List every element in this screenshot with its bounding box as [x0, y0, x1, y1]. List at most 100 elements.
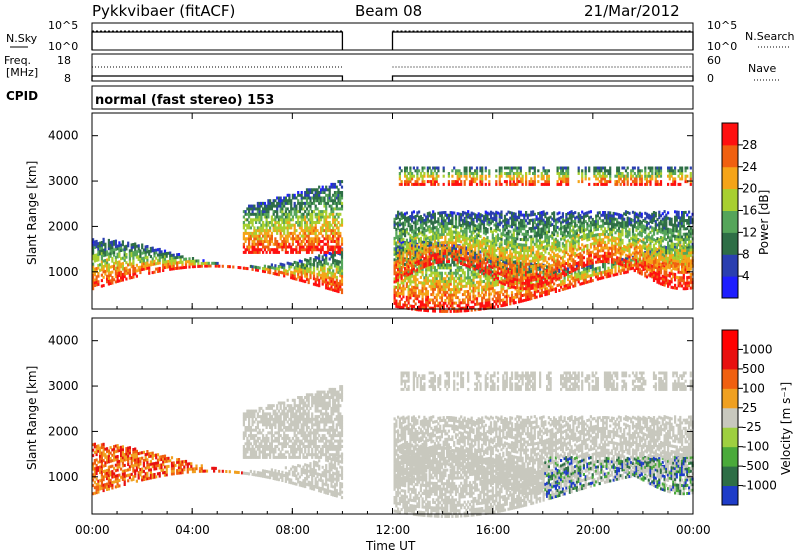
heatmap-cell	[477, 280, 480, 284]
heatmap-cell	[144, 264, 147, 268]
heatmap-cell	[453, 301, 456, 305]
heatmap-cell	[123, 269, 126, 273]
heatmap-cell	[540, 281, 543, 285]
heatmap-cell	[507, 273, 510, 277]
heatmap-cell	[337, 221, 340, 224]
heatmap-cell	[496, 261, 500, 265]
heatmap-cell	[318, 221, 321, 224]
heatmap-cell	[535, 266, 538, 270]
heatmap-cell	[409, 215, 412, 218]
heatmap-cell	[519, 281, 522, 285]
heatmap-cell	[491, 244, 494, 248]
heatmap-cell	[283, 271, 286, 275]
heatmap-cell	[309, 218, 312, 222]
heatmap-cell	[502, 254, 505, 258]
heatmap-cell	[514, 220, 517, 224]
heatmap-cell	[500, 262, 503, 266]
heatmap-cell	[333, 196, 337, 200]
heatmap-cell	[510, 255, 514, 259]
heatmap-cell	[477, 256, 480, 260]
heatmap-cell	[162, 266, 165, 270]
heatmap-cell	[414, 302, 417, 306]
heatmap-cell	[414, 234, 417, 237]
heatmap-cell	[276, 207, 279, 211]
heatmap-cell	[142, 251, 145, 255]
heatmap-cell	[432, 298, 435, 302]
heatmap-cell	[432, 223, 435, 227]
heatmap-cell	[421, 219, 424, 223]
heatmap-cell	[335, 275, 338, 279]
heatmap-cell	[270, 263, 273, 267]
heatmap-cell	[132, 264, 135, 268]
heatmap-cell	[507, 243, 510, 247]
heatmap-cell	[397, 250, 400, 254]
heatmap-cell	[221, 264, 224, 268]
heatmap-cell	[474, 180, 477, 184]
heatmap-cell	[446, 247, 449, 251]
heatmap-cell	[546, 211, 549, 215]
heatmap-cell	[430, 221, 433, 225]
heatmap-cell	[293, 201, 296, 205]
heatmap-cell	[498, 215, 501, 219]
heatmap-cell	[416, 257, 419, 261]
heatmap-cell	[263, 204, 266, 208]
heatmap-cell	[472, 228, 475, 232]
heatmap-cell	[330, 279, 333, 283]
heatmap-cell	[463, 230, 466, 234]
heatmap-cell	[458, 268, 461, 272]
heatmap-cell	[526, 298, 529, 301]
heatmap-cell	[546, 260, 549, 264]
heatmap-cell	[158, 266, 161, 270]
heatmap-cell	[505, 262, 508, 266]
heatmap-cell	[253, 237, 256, 241]
heatmap-cell	[509, 260, 512, 264]
heatmap-cell	[251, 267, 254, 271]
heatmap-cell	[472, 278, 475, 282]
heatmap-cell	[437, 288, 440, 291]
heatmap-cell	[495, 270, 498, 274]
heatmap-cell	[491, 263, 494, 267]
heatmap-cell	[409, 277, 412, 281]
heatmap-cell	[430, 182, 433, 186]
heatmap-cell	[297, 191, 300, 194]
heatmap-cell	[437, 255, 440, 259]
heatmap-cell	[262, 250, 265, 254]
heatmap-cell	[393, 264, 396, 268]
heatmap-cell	[416, 286, 419, 290]
heatmap-cell	[463, 252, 466, 256]
heatmap-cell	[518, 254, 521, 258]
heatmap-cell	[493, 248, 496, 251]
heatmap-cell	[290, 212, 293, 216]
heatmap-cell	[314, 240, 317, 243]
heatmap-cell	[539, 241, 542, 245]
heatmap-cell	[193, 259, 196, 263]
heatmap-cell	[302, 268, 305, 272]
heatmap-cell	[519, 287, 522, 290]
heatmap-cell	[395, 271, 398, 275]
heatmap-cell	[446, 243, 449, 247]
heatmap-cell	[500, 213, 503, 217]
heatmap-cell	[523, 216, 526, 220]
heatmap-cell	[297, 210, 300, 214]
heatmap-cell	[319, 210, 323, 214]
heatmap-cell	[402, 273, 405, 277]
heatmap-cell	[333, 193, 337, 197]
heatmap-cell	[496, 228, 500, 231]
heatmap-cell	[451, 216, 454, 220]
heatmap-cell	[432, 232, 435, 236]
heatmap-cell	[405, 177, 408, 181]
heatmap-cell	[500, 265, 503, 268]
heatmap-cell	[265, 234, 268, 238]
heatmap-cell	[305, 258, 309, 262]
heatmap-cell	[281, 199, 284, 203]
heatmap-cell	[489, 257, 493, 260]
heatmap-cell	[423, 180, 426, 184]
heatmap-cell	[397, 235, 400, 239]
heatmap-cell	[304, 226, 307, 230]
heatmap-cell	[169, 256, 172, 260]
heatmap-cell	[467, 261, 470, 265]
heatmap-cell	[298, 215, 301, 219]
heatmap-cell	[482, 304, 486, 308]
heatmap-cell	[560, 224, 563, 228]
heatmap-cell	[539, 233, 542, 237]
